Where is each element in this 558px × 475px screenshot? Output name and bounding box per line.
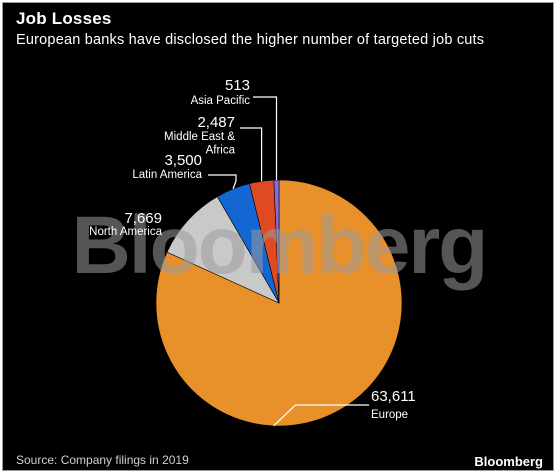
chart-title: Job Losses xyxy=(16,9,112,28)
data-label-name-europe: Europe xyxy=(371,409,408,421)
data-label-name-north-america: North America xyxy=(89,226,162,238)
data-label-name-latin-america: Latin America xyxy=(132,169,202,181)
callout-line xyxy=(253,96,278,180)
data-label-value-asia-pacific: 513 xyxy=(225,77,250,94)
chart-card: Job Losses European banks have disclosed… xyxy=(2,2,554,471)
watermark-logo: Bloomberg xyxy=(72,200,487,291)
pie-slice-north-america xyxy=(166,196,280,304)
data-label-name-asia-pacific: Asia Pacific xyxy=(191,95,251,107)
callout-line xyxy=(240,127,263,182)
data-label-value-europe: 63,611 xyxy=(371,388,416,405)
brand-logo: Bloomberg xyxy=(474,454,543,469)
data-label-value-middle-east-africa: 2,487 xyxy=(197,114,235,131)
callout-line xyxy=(208,174,237,190)
source-note: Source: Company filings in 2019 xyxy=(16,453,189,467)
chart-subtitle: European banks have disclosed the higher… xyxy=(16,32,485,48)
callout-line xyxy=(273,404,369,427)
data-label-value-north-america: 7,669 xyxy=(124,210,162,227)
data-label-value-latin-america: 3,500 xyxy=(164,152,202,169)
data-label-name-middle-east-africa: Middle East & Africa xyxy=(164,131,236,157)
pie-slice-asia-pacific xyxy=(273,179,280,304)
